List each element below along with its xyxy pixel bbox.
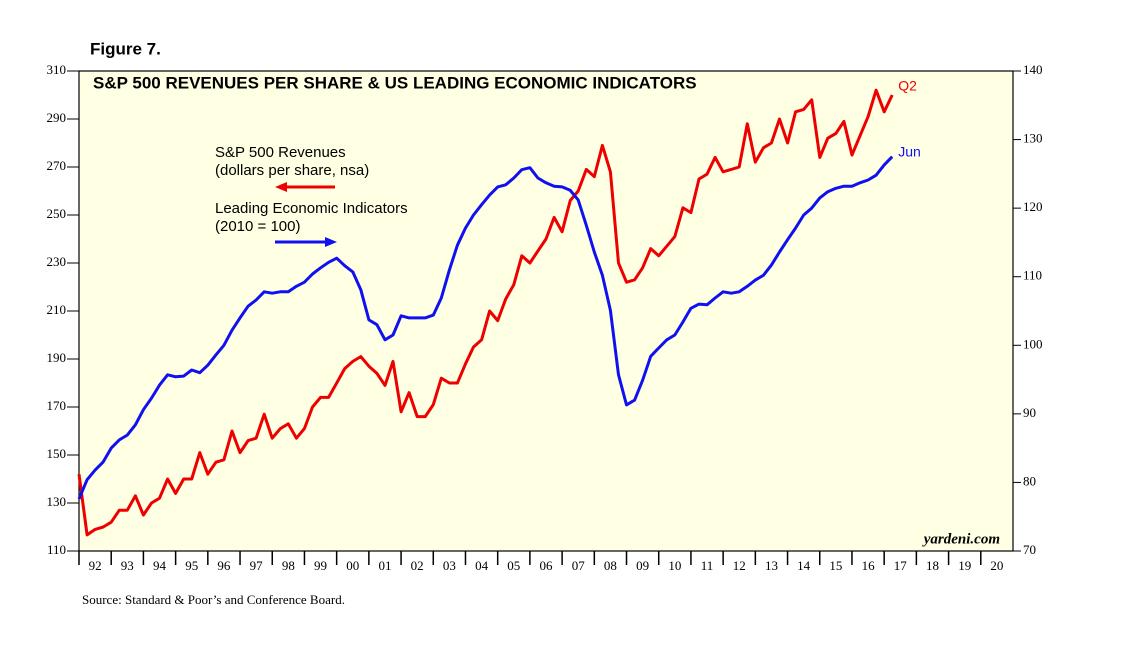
x-tick-label: 10: [668, 558, 681, 573]
y-tick-label: 190: [47, 350, 67, 365]
y-tick-label: 230: [47, 254, 67, 269]
x-tick-label: 92: [89, 558, 102, 573]
y2-tick-label: 80: [1023, 473, 1036, 488]
y-tick-label: 170: [47, 398, 67, 413]
y-tick-label: 110: [47, 542, 66, 557]
y-tick-label: 210: [47, 302, 67, 317]
x-tick-label: 20: [990, 558, 1003, 573]
y2-tick-label: 90: [1023, 405, 1036, 420]
x-tick-label: 06: [540, 558, 554, 573]
legend-arrowhead: [275, 182, 287, 192]
x-tick-label: 09: [636, 558, 649, 573]
x-tick-label: 94: [153, 558, 167, 573]
x-tick-label: 96: [217, 558, 231, 573]
x-tick-label: 04: [475, 558, 489, 573]
end-label: Jun: [898, 143, 921, 159]
y-tick-label: 130: [47, 494, 67, 509]
x-tick-label: 98: [282, 558, 295, 573]
legend-label: Leading Economic Indicators: [215, 200, 408, 217]
x-tick-label: 00: [346, 558, 359, 573]
y2-tick-label: 110: [1023, 268, 1042, 283]
x-tick-label: 12: [733, 558, 746, 573]
source: Source: Standard & Poor’s and Conference…: [82, 592, 345, 607]
annotation: (2010 = 100): [215, 218, 300, 235]
y2-tick-label: 130: [1023, 131, 1043, 146]
chart-title: S&P 500 REVENUES PER SHARE & US LEADING …: [93, 73, 697, 92]
x-tick-label: 02: [411, 558, 424, 573]
y2-tick-label: 120: [1023, 199, 1043, 214]
series-line: [77, 88, 894, 537]
y-tick-label: 150: [47, 446, 67, 461]
legend-label: S&P 500 Revenues: [215, 144, 346, 161]
x-tick-label: 19: [958, 558, 971, 573]
x-tick-label: 07: [572, 558, 586, 573]
x-tick-label: 05: [507, 558, 520, 573]
y2-tick-label: 100: [1023, 336, 1043, 351]
y-tick-label: 310: [47, 62, 67, 77]
y2-tick-label: 70: [1023, 542, 1036, 557]
x-tick-label: 11: [701, 558, 714, 573]
y-tick-label: 270: [47, 158, 67, 173]
x-tick-label: 93: [121, 558, 134, 573]
y2-tick-label: 140: [1023, 62, 1043, 77]
x-tick-label: 18: [926, 558, 939, 573]
x-tick-label: 97: [250, 558, 264, 573]
x-tick-label: 08: [604, 558, 617, 573]
x-tick-label: 15: [829, 558, 842, 573]
y-tick-label: 290: [47, 110, 67, 125]
annotation: (dollars per share, nsa): [215, 162, 369, 179]
x-tick-label: 13: [765, 558, 778, 573]
series-line: [77, 155, 894, 500]
x-tick-label: 14: [797, 558, 811, 573]
watermark: yardeni.com: [922, 531, 1000, 547]
figure-label: Figure 7.: [90, 39, 161, 58]
plot-area: [78, 70, 1014, 552]
x-tick-label: 03: [443, 558, 456, 573]
x-tick-label: 01: [378, 558, 391, 573]
x-tick-label: 95: [185, 558, 198, 573]
x-tick-label: 17: [894, 558, 908, 573]
y-tick-label: 250: [47, 206, 67, 221]
legend-arrows: [275, 182, 337, 247]
legend-arrowhead: [325, 237, 337, 247]
end-label: Q2: [898, 78, 917, 94]
x-tick-label: 99: [314, 558, 327, 573]
x-tick-label: 16: [862, 558, 876, 573]
